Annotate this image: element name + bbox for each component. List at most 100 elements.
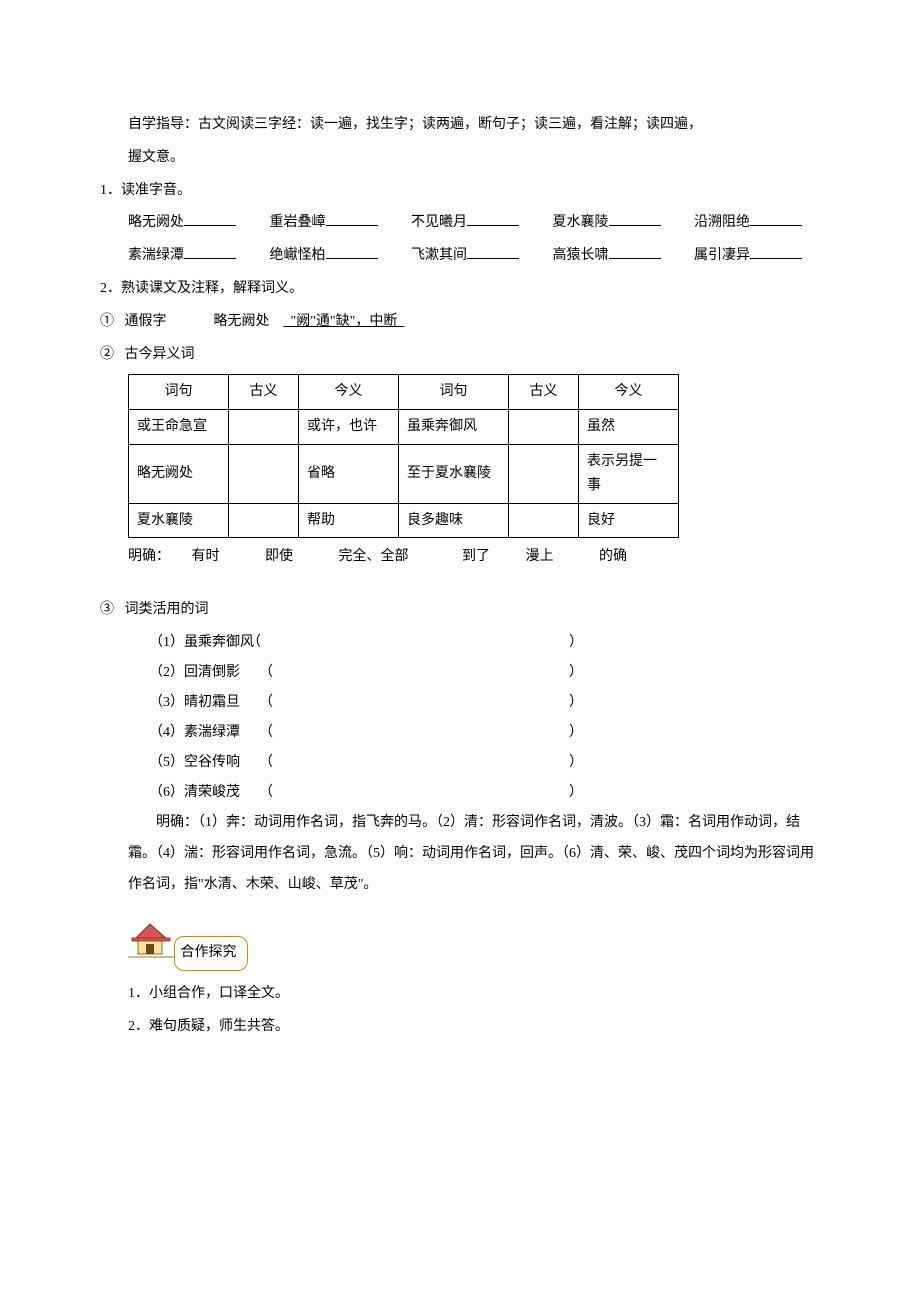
- q2-i1-label: 通假字: [125, 314, 167, 329]
- q1-r1-w0: 略无阙处: [128, 215, 184, 230]
- table-header: 词句: [399, 375, 509, 410]
- exercise-row: （4）素湍绿潭 （ ）: [149, 718, 815, 748]
- section-banner: 合作探究: [128, 918, 815, 971]
- table-cell: 虽然: [579, 410, 679, 445]
- paren-left: （: [259, 688, 273, 718]
- q2-i3-head: ③ 词类活用的词: [100, 595, 815, 626]
- blank: [184, 245, 236, 259]
- paren-left: （: [259, 778, 273, 808]
- q1-r2-w1: 绝𪩘怪柏: [270, 248, 326, 263]
- blank: [609, 212, 661, 226]
- ans-4: 漫上: [526, 542, 596, 573]
- paren-right: ）: [569, 778, 583, 808]
- table-cell: [509, 444, 579, 503]
- table-cell: [509, 410, 579, 445]
- paren-right: ）: [569, 658, 583, 688]
- blank: [750, 212, 802, 226]
- q2-i3-num: ③: [100, 602, 114, 617]
- q2-i3-list: （1）虽乘奔御风（）（2）回清倒影 （）（3）晴初霜旦 （）（4）素湍绿潭 （）…: [100, 628, 815, 808]
- q2-i1-ans: "阙"通"缺"，中断: [284, 314, 405, 329]
- banner-label: 合作探究: [174, 936, 248, 971]
- table-cell: 或王命急宣: [129, 410, 229, 445]
- exercise-label: （3）晴初霜旦: [149, 695, 254, 710]
- blank: [184, 212, 236, 226]
- table-cell: 至于夏水襄陵: [399, 444, 509, 503]
- exercise-row: （3）晴初霜旦 （）: [149, 688, 815, 718]
- q1-r1-w4: 沿溯阻绝: [694, 215, 750, 230]
- ans-5: 的确: [599, 542, 627, 573]
- blank: [750, 245, 802, 259]
- q2-i2-answers: 明确： 有时 即使 完全、全部 到了 漫上 的确: [100, 542, 815, 573]
- q2-i2-label: 古今异义词: [125, 347, 195, 362]
- exercise-row: （6）清荣峻茂 （ ）: [149, 778, 815, 808]
- q2-i1: ① 通假字 略无阙处 "阙"通"缺"，中断: [100, 307, 815, 338]
- table-header: 古义: [509, 375, 579, 410]
- q1-r2-w4: 属引凄异: [694, 248, 750, 263]
- ans-0: 有时: [192, 542, 262, 573]
- q1-row2: 素湍绿潭 绝𪩘怪柏 飞漱其间 高猿长啸 属引凄异: [100, 241, 815, 272]
- ans-1: 即使: [265, 542, 335, 573]
- table-cell: 虽乘奔御风: [399, 410, 509, 445]
- exercise-label: （4）素湍绿潭: [149, 725, 254, 740]
- blank: [326, 245, 378, 259]
- table-cell: 省略: [299, 444, 399, 503]
- paren-right: ）: [569, 718, 583, 748]
- table-header: 今义: [299, 375, 399, 410]
- q1-head: 1．读准字音。: [100, 176, 815, 207]
- exercise-label: （5）空谷传响: [149, 755, 254, 770]
- table-cell: [229, 410, 299, 445]
- blank: [467, 212, 519, 226]
- table-cell: 夏水襄陵: [129, 503, 229, 538]
- intro-line1: 自学指导：古文阅读三字经：读一遍，找生字；读两遍，断句子；读三遍，看注解；读四遍…: [100, 110, 815, 141]
- q2-head: 2．熟读课文及注释，解释词义。: [100, 274, 815, 305]
- table-cell: [509, 503, 579, 538]
- paren-left: （: [259, 718, 273, 748]
- exercise-row: （1）虽乘奔御风（ ）: [149, 628, 815, 658]
- paren-left: （: [247, 628, 261, 658]
- intro-line2: 握文意。: [100, 143, 815, 174]
- table-cell: [229, 444, 299, 503]
- ans-2: 完全、全部: [339, 542, 459, 573]
- table-cell: 略无阙处: [129, 444, 229, 503]
- q2-i3-label: 词类活用的词: [125, 602, 209, 617]
- q1-r1-w2: 不见曦月: [411, 215, 467, 230]
- table-cell: 表示另提一事: [579, 444, 679, 503]
- blank: [609, 245, 661, 259]
- gujin-table: 词句古义今义词句古义今义或王命急宣或许，也许虽乘奔御风虽然略无阙处省略至于夏水襄…: [128, 374, 679, 538]
- q2-i2-num: ②: [100, 347, 114, 362]
- blank: [467, 245, 519, 259]
- table-header: 今义: [579, 375, 679, 410]
- blank: [326, 212, 378, 226]
- table-cell: 或许，也许: [299, 410, 399, 445]
- exercise-label: （6）清荣峻茂: [149, 785, 254, 800]
- exercise-label: （2）回清倒影: [149, 665, 254, 680]
- paren-right: ）: [569, 628, 583, 658]
- q2-i1-text: 略无阙处: [214, 314, 270, 329]
- exercise-label: （1）虽乘奔御风: [149, 635, 254, 650]
- q2-i2-head: ② 古今异义词: [100, 340, 815, 371]
- q1-r1-w3: 夏水襄陵: [553, 215, 609, 230]
- table-cell: 良好: [579, 503, 679, 538]
- table-cell: [229, 503, 299, 538]
- q1-r2-w2: 飞漱其间: [411, 248, 467, 263]
- q1-r2-w0: 素湍绿潭: [128, 248, 184, 263]
- paren-left: （: [259, 658, 273, 688]
- ans-label: 明确：: [128, 542, 188, 573]
- q2-i1-num: ①: [100, 314, 114, 329]
- exercise-row: （5）空谷传响 （ ）: [149, 748, 815, 778]
- q1-row1: 略无阙处 重岩叠嶂 不见曦月 夏水襄陵 沿溯阻绝: [100, 208, 815, 239]
- table-header: 古义: [229, 375, 299, 410]
- table-cell: 帮助: [299, 503, 399, 538]
- ans-3: 到了: [462, 542, 522, 573]
- sec2-item-0: 1．小组合作，口译全文。: [100, 979, 815, 1010]
- q1-r1-w1: 重岩叠嶂: [270, 215, 326, 230]
- house-icon: [128, 918, 174, 971]
- q1-r2-w3: 高猿长啸: [553, 248, 609, 263]
- table-cell: 良多趣味: [399, 503, 509, 538]
- sec2-item-1: 2．难句质疑，师生共答。: [100, 1012, 815, 1043]
- exercise-row: （2）回清倒影 （ ）: [149, 658, 815, 688]
- q2-i3-explain: 明确：（1）奔：动词用作名词，指飞奔的马。（2）清：形容词作名词，清波。（3）霜…: [100, 808, 815, 900]
- paren-left: （: [259, 748, 273, 778]
- table-header: 词句: [129, 375, 229, 410]
- paren-right: ）: [569, 748, 583, 778]
